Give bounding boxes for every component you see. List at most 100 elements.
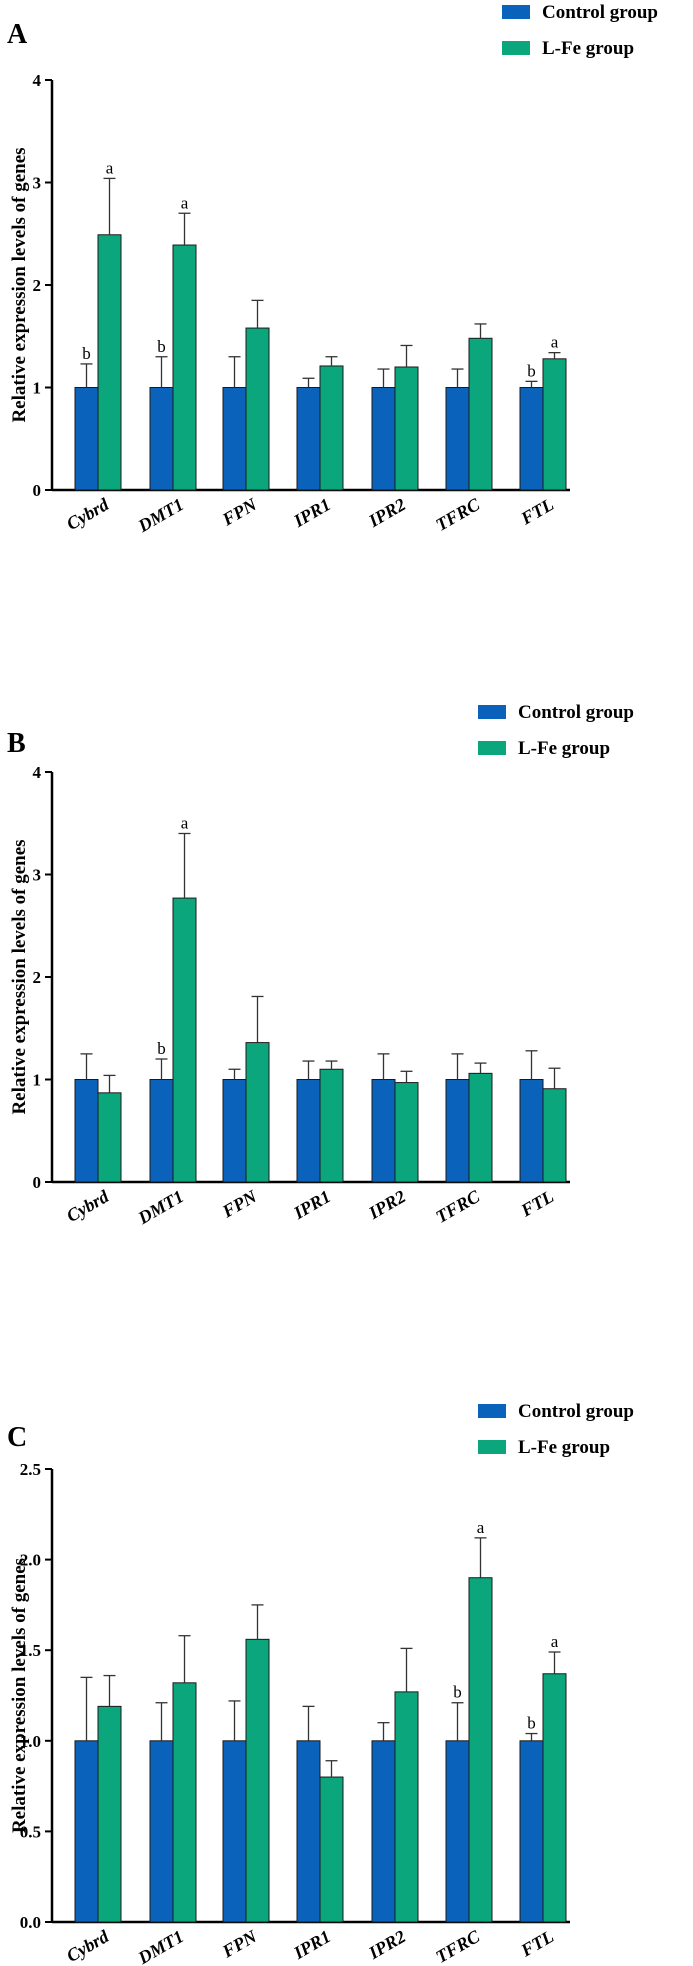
panel-letter-C: C xyxy=(7,1422,27,1453)
lfe-bar-ipr2 xyxy=(394,366,419,491)
control-bar-ipr2 xyxy=(371,387,396,491)
legend-lfe-swatch xyxy=(502,41,530,55)
lfe-bar-ipr2 xyxy=(394,1691,419,1923)
lfe-bar-cybrd xyxy=(97,234,122,491)
panel-letter-A: A xyxy=(7,19,28,50)
control-bar-ftl xyxy=(519,1079,544,1183)
control-bar-ipr1 xyxy=(296,1079,321,1183)
lfe-bar-ipr2 xyxy=(394,1082,419,1183)
lfe-bar-ftl xyxy=(542,1673,567,1923)
y-tick-label: 2 xyxy=(33,276,42,295)
x-tick-label-fpn: FPN xyxy=(218,1186,261,1222)
control-bar-tfrc xyxy=(445,1740,470,1923)
lfe-bar-dmt1 xyxy=(172,1682,197,1923)
x-tick-label-ipr1: IPR1 xyxy=(289,494,334,531)
x-tick-label-ipr2: IPR2 xyxy=(364,1926,409,1963)
x-tick-label-dmt1: DMT1 xyxy=(134,494,187,536)
legend-control-swatch xyxy=(478,1404,506,1418)
legend-control-label: Control group xyxy=(518,1401,634,1422)
significance-label: b xyxy=(82,344,91,363)
lfe-bar-tfrc xyxy=(468,1577,493,1923)
control-bar-cybrd xyxy=(74,1079,99,1183)
y-tick-label: 2 xyxy=(33,968,42,987)
significance-label: b xyxy=(527,361,536,380)
significance-label: a xyxy=(551,1632,559,1651)
x-tick-label-ipr1: IPR1 xyxy=(289,1186,334,1223)
significance-label: a xyxy=(181,193,189,212)
y-tick-label: 1 xyxy=(33,1071,42,1090)
legend-lfe-swatch xyxy=(478,1440,506,1454)
y-tick-label: 0 xyxy=(33,481,42,500)
y-tick-label: 1.5 xyxy=(20,1641,41,1660)
y-tick-label: 3 xyxy=(33,174,42,193)
control-bar-dmt1 xyxy=(149,1740,174,1923)
legend-control-swatch xyxy=(502,5,530,19)
lfe-bar-ipr1 xyxy=(319,1068,344,1183)
control-bar-cybrd xyxy=(74,387,99,491)
control-bar-tfrc xyxy=(445,387,470,491)
significance-label: a xyxy=(551,333,559,352)
x-tick-label-tfrc: TFRC xyxy=(432,1926,484,1966)
lfe-bar-cybrd xyxy=(97,1092,122,1183)
significance-label: a xyxy=(477,1518,485,1537)
x-tick-label-ftl: FTL xyxy=(517,1186,557,1221)
lfe-bar-dmt1 xyxy=(172,244,197,491)
control-bar-ipr2 xyxy=(371,1740,396,1923)
control-bar-dmt1 xyxy=(149,387,174,491)
y-tick-label: 1.0 xyxy=(20,1732,41,1751)
y-tick-label: 0.5 xyxy=(20,1822,41,1841)
significance-label: b xyxy=(527,1714,536,1733)
lfe-bar-tfrc xyxy=(468,337,493,491)
control-bar-ipr2 xyxy=(371,1079,396,1183)
y-tick-label: 4 xyxy=(33,763,42,782)
y-axis-label: Relative expression levels of genes xyxy=(9,147,30,422)
control-bar-ipr1 xyxy=(296,387,321,491)
significance-label: a xyxy=(181,814,189,833)
x-tick-label-ipr1: IPR1 xyxy=(289,1926,334,1963)
x-tick-label-ftl: FTL xyxy=(517,494,557,529)
significance-label: b xyxy=(157,337,166,356)
y-tick-label: 4 xyxy=(33,71,42,90)
control-bar-cybrd xyxy=(74,1740,99,1923)
x-tick-label-cybrd: Cybrd xyxy=(63,494,113,534)
y-axis-label: Relative expression levels of genes xyxy=(9,1558,30,1833)
control-bar-tfrc xyxy=(445,1079,470,1183)
x-tick-label-cybrd: Cybrd xyxy=(63,1926,113,1966)
y-tick-label: 2.0 xyxy=(20,1551,41,1570)
y-tick-label: 0 xyxy=(33,1173,42,1192)
lfe-bar-ipr1 xyxy=(319,365,344,491)
control-bar-dmt1 xyxy=(149,1079,174,1183)
x-tick-label-fpn: FPN xyxy=(218,1926,261,1962)
lfe-bar-fpn xyxy=(245,327,270,491)
y-tick-label: 3 xyxy=(33,866,42,885)
lfe-bar-fpn xyxy=(245,1638,270,1923)
control-bar-ipr1 xyxy=(296,1740,321,1923)
legend-lfe-swatch xyxy=(478,741,506,755)
legend-lfe-label: L-Fe group xyxy=(518,738,610,759)
control-bar-ftl xyxy=(519,1740,544,1923)
y-axis-label: Relative expression levels of genes xyxy=(9,839,30,1114)
control-bar-fpn xyxy=(222,387,247,491)
lfe-bar-tfrc xyxy=(468,1072,493,1183)
y-tick-label: 1 xyxy=(33,379,42,398)
legend-control-swatch xyxy=(478,705,506,719)
y-tick-label: 2.5 xyxy=(20,1460,41,1479)
lfe-bar-ftl xyxy=(542,1088,567,1183)
x-tick-label-dmt1: DMT1 xyxy=(134,1926,187,1966)
significance-label: b xyxy=(157,1039,166,1058)
control-bar-fpn xyxy=(222,1079,247,1183)
lfe-bar-cybrd xyxy=(97,1705,122,1923)
control-bar-ftl xyxy=(519,387,544,491)
x-tick-label-tfrc: TFRC xyxy=(432,1186,484,1227)
significance-label: b xyxy=(453,1683,462,1702)
panel-letter-B: B xyxy=(7,728,26,759)
y-tick-label: 0.0 xyxy=(20,1913,41,1932)
lfe-bar-ftl xyxy=(542,358,567,491)
legend-lfe-label: L-Fe group xyxy=(518,1437,610,1458)
legend-control-label: Control group xyxy=(518,702,634,723)
lfe-bar-ipr1 xyxy=(319,1776,344,1923)
x-tick-label-fpn: FPN xyxy=(218,494,261,530)
lfe-bar-dmt1 xyxy=(172,897,197,1183)
control-bar-fpn xyxy=(222,1740,247,1923)
